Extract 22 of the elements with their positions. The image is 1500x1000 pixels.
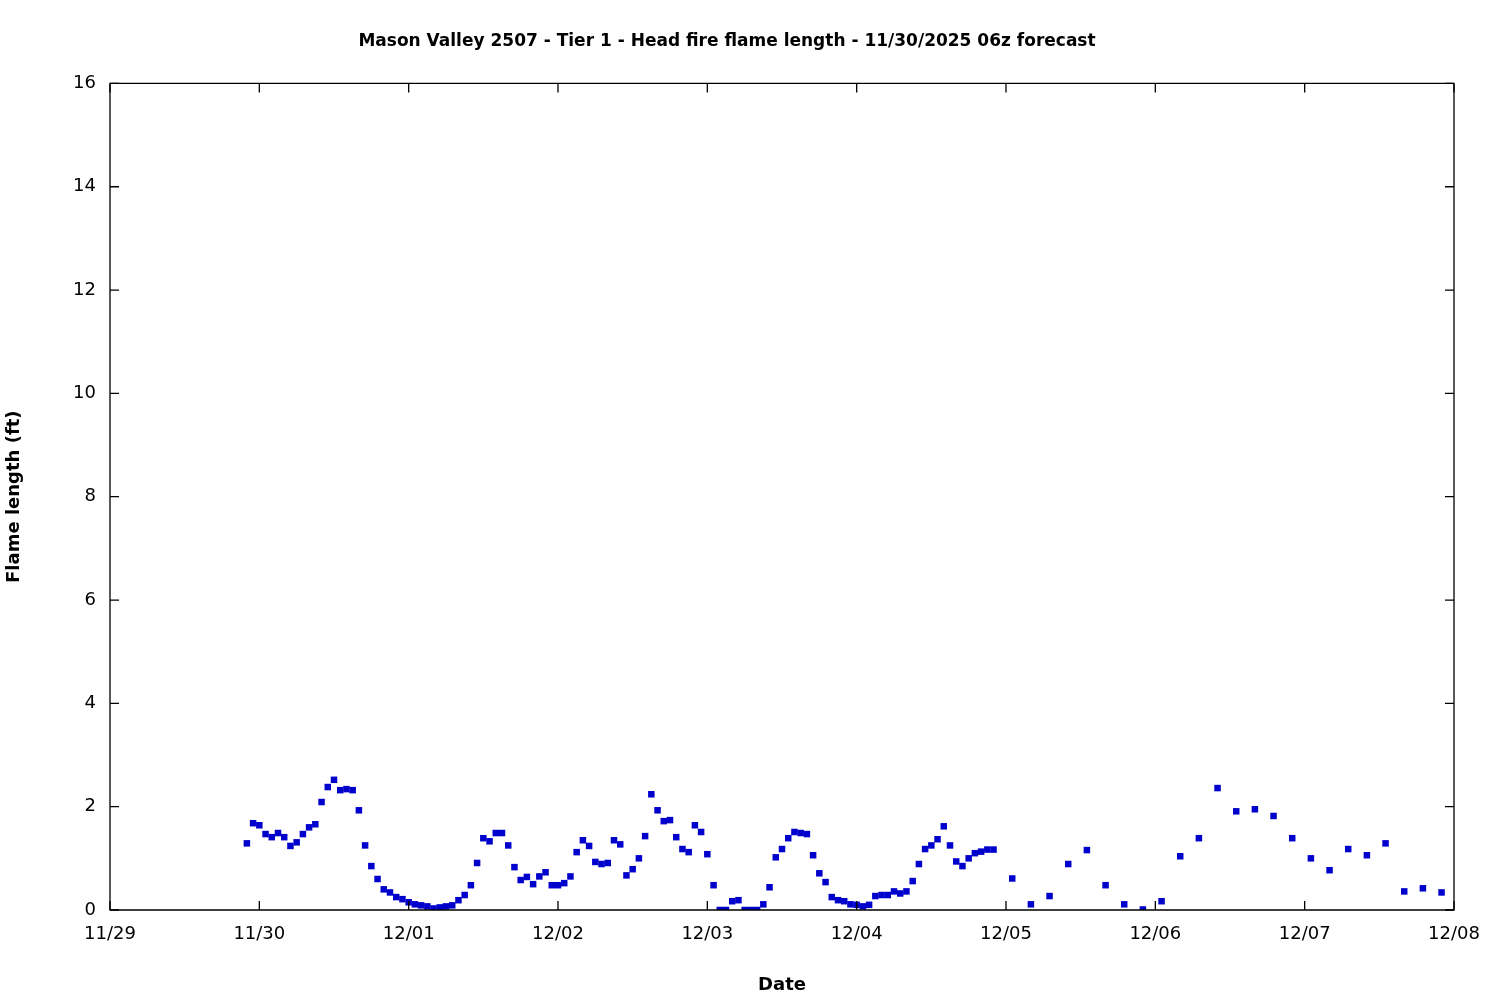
y-tick-label: 4 bbox=[84, 691, 96, 713]
y-tick-label: 14 bbox=[73, 174, 96, 196]
x-tick-label: 12/08 bbox=[1428, 922, 1480, 944]
x-axis-title: Date bbox=[758, 972, 806, 994]
x-tick-label: 12/06 bbox=[1129, 922, 1182, 944]
y-tick-label: 8 bbox=[84, 484, 96, 506]
y-tick-label: 2 bbox=[84, 794, 96, 816]
x-tick-label: 12/02 bbox=[532, 922, 584, 944]
y-tick-label: 10 bbox=[73, 381, 96, 403]
y-tick-label: 6 bbox=[84, 587, 96, 609]
x-tick-label: 12/07 bbox=[1278, 922, 1331, 944]
x-tick-label: 11/29 bbox=[84, 922, 136, 944]
y-axis-title: Flame length (ft) bbox=[2, 410, 24, 583]
chart-title: Mason Valley 2507 - Tier 1 - Head fire flame length - 11/30/2025 06z forecast bbox=[358, 29, 1096, 50]
y-tick-label: 16 bbox=[73, 71, 96, 93]
x-tick-label: 12/03 bbox=[681, 922, 734, 944]
y-tick-label: 12 bbox=[73, 277, 96, 299]
x-tick-label: 11/30 bbox=[233, 922, 286, 944]
x-tick-label: 12/01 bbox=[382, 922, 435, 944]
x-tick-label: 12/04 bbox=[830, 922, 883, 944]
x-tick-label: 12/05 bbox=[980, 922, 1032, 944]
y-tick-label: 0 bbox=[84, 897, 96, 919]
